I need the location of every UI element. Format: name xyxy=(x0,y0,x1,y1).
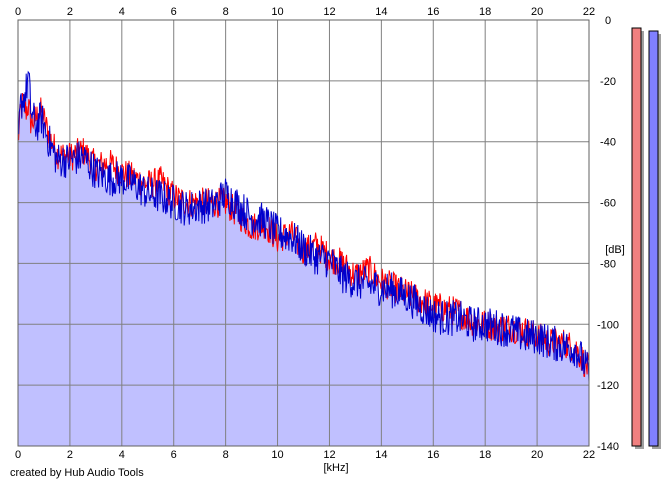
x-tick-label-top: 12 xyxy=(323,6,335,18)
x-tick-label-bottom: 14 xyxy=(375,449,387,461)
x-tick-label-bottom: 20 xyxy=(531,449,543,461)
x-tick-label-top: 0 xyxy=(15,6,21,18)
x-tick-label-top: 20 xyxy=(531,6,543,18)
series-blue-line xyxy=(17,70,590,382)
y-tick-label: -140 xyxy=(597,441,619,453)
y-tick-label: 0 xyxy=(605,15,611,27)
y-tick-label: -80 xyxy=(600,258,616,270)
x-tick-label-bottom: 12 xyxy=(323,449,335,461)
x-tick-label-bottom: 6 xyxy=(171,449,177,461)
y-tick-label: -60 xyxy=(600,198,616,210)
x-tick-label-top: 22 xyxy=(583,6,595,18)
x-tick-label-top: 8 xyxy=(223,6,229,18)
y-tick-label: -20 xyxy=(600,76,616,88)
x-tick-label-top: 16 xyxy=(427,6,439,18)
x-tick-label-top: 10 xyxy=(271,6,283,18)
plot-frame xyxy=(17,19,590,447)
credit-text: created by Hub Audio Tools xyxy=(10,467,144,479)
x-tick-label-bottom: 18 xyxy=(479,449,491,461)
x-tick-label-bottom: 2 xyxy=(67,449,73,461)
x-axis-label: [kHz] xyxy=(323,462,348,474)
level-meter-left xyxy=(631,27,642,447)
x-tick-label-bottom: 16 xyxy=(427,449,439,461)
x-tick-label-top: 18 xyxy=(479,6,491,18)
y-tick-label: -40 xyxy=(600,137,616,149)
x-tick-label-top: 6 xyxy=(171,6,177,18)
level-meter-right xyxy=(648,30,659,447)
x-tick-label-bottom: 22 xyxy=(583,449,595,461)
x-tick-label-bottom: 4 xyxy=(119,449,125,461)
x-tick-label-bottom: 0 xyxy=(15,449,21,461)
x-tick-label-top: 4 xyxy=(119,6,125,18)
x-tick-label-top: 14 xyxy=(375,6,387,18)
x-tick-label-top: 2 xyxy=(67,6,73,18)
y-tick-label: -120 xyxy=(597,380,619,392)
y-tick-label: -100 xyxy=(597,319,619,331)
y-axis-label: [dB] xyxy=(605,244,625,256)
x-tick-label-bottom: 8 xyxy=(223,449,229,461)
x-tick-label-bottom: 10 xyxy=(271,449,283,461)
